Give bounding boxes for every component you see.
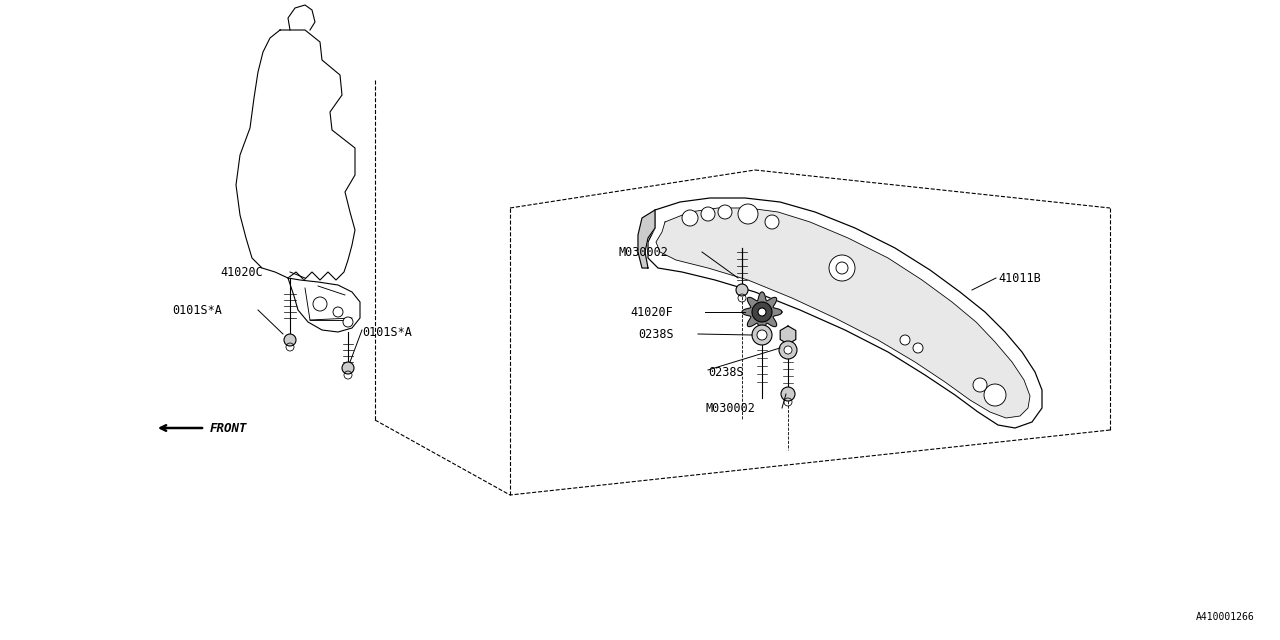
Text: M030002: M030002 [618,246,668,259]
Circle shape [973,378,987,392]
Circle shape [781,387,795,401]
Circle shape [314,297,326,311]
Circle shape [701,207,716,221]
Text: 0101S*A: 0101S*A [172,303,221,317]
Text: 0238S: 0238S [708,365,744,378]
Polygon shape [657,208,1030,418]
Text: M030002: M030002 [705,401,755,415]
Circle shape [836,262,849,274]
Text: A410001266: A410001266 [1197,612,1254,622]
Circle shape [333,307,343,317]
Text: 0101S*A: 0101S*A [362,326,412,339]
Circle shape [765,215,780,229]
Circle shape [913,343,923,353]
Circle shape [829,255,855,281]
Circle shape [753,325,772,345]
Polygon shape [648,198,1042,428]
Polygon shape [288,278,360,332]
Circle shape [780,341,797,359]
Circle shape [756,330,767,340]
Text: 41020C: 41020C [220,266,262,278]
Circle shape [785,346,792,354]
Text: 41011B: 41011B [998,271,1041,285]
Circle shape [753,302,772,322]
Polygon shape [781,326,796,344]
Circle shape [284,334,296,346]
Circle shape [342,362,355,374]
Circle shape [343,317,353,327]
Circle shape [736,284,748,296]
Circle shape [758,308,765,316]
Text: 0238S: 0238S [637,328,673,340]
Circle shape [900,335,910,345]
Text: 41020F: 41020F [630,305,673,319]
Circle shape [739,204,758,224]
Circle shape [682,210,698,226]
Circle shape [718,205,732,219]
Polygon shape [742,292,782,332]
Polygon shape [637,210,655,268]
Circle shape [984,384,1006,406]
Text: FRONT: FRONT [210,422,247,435]
